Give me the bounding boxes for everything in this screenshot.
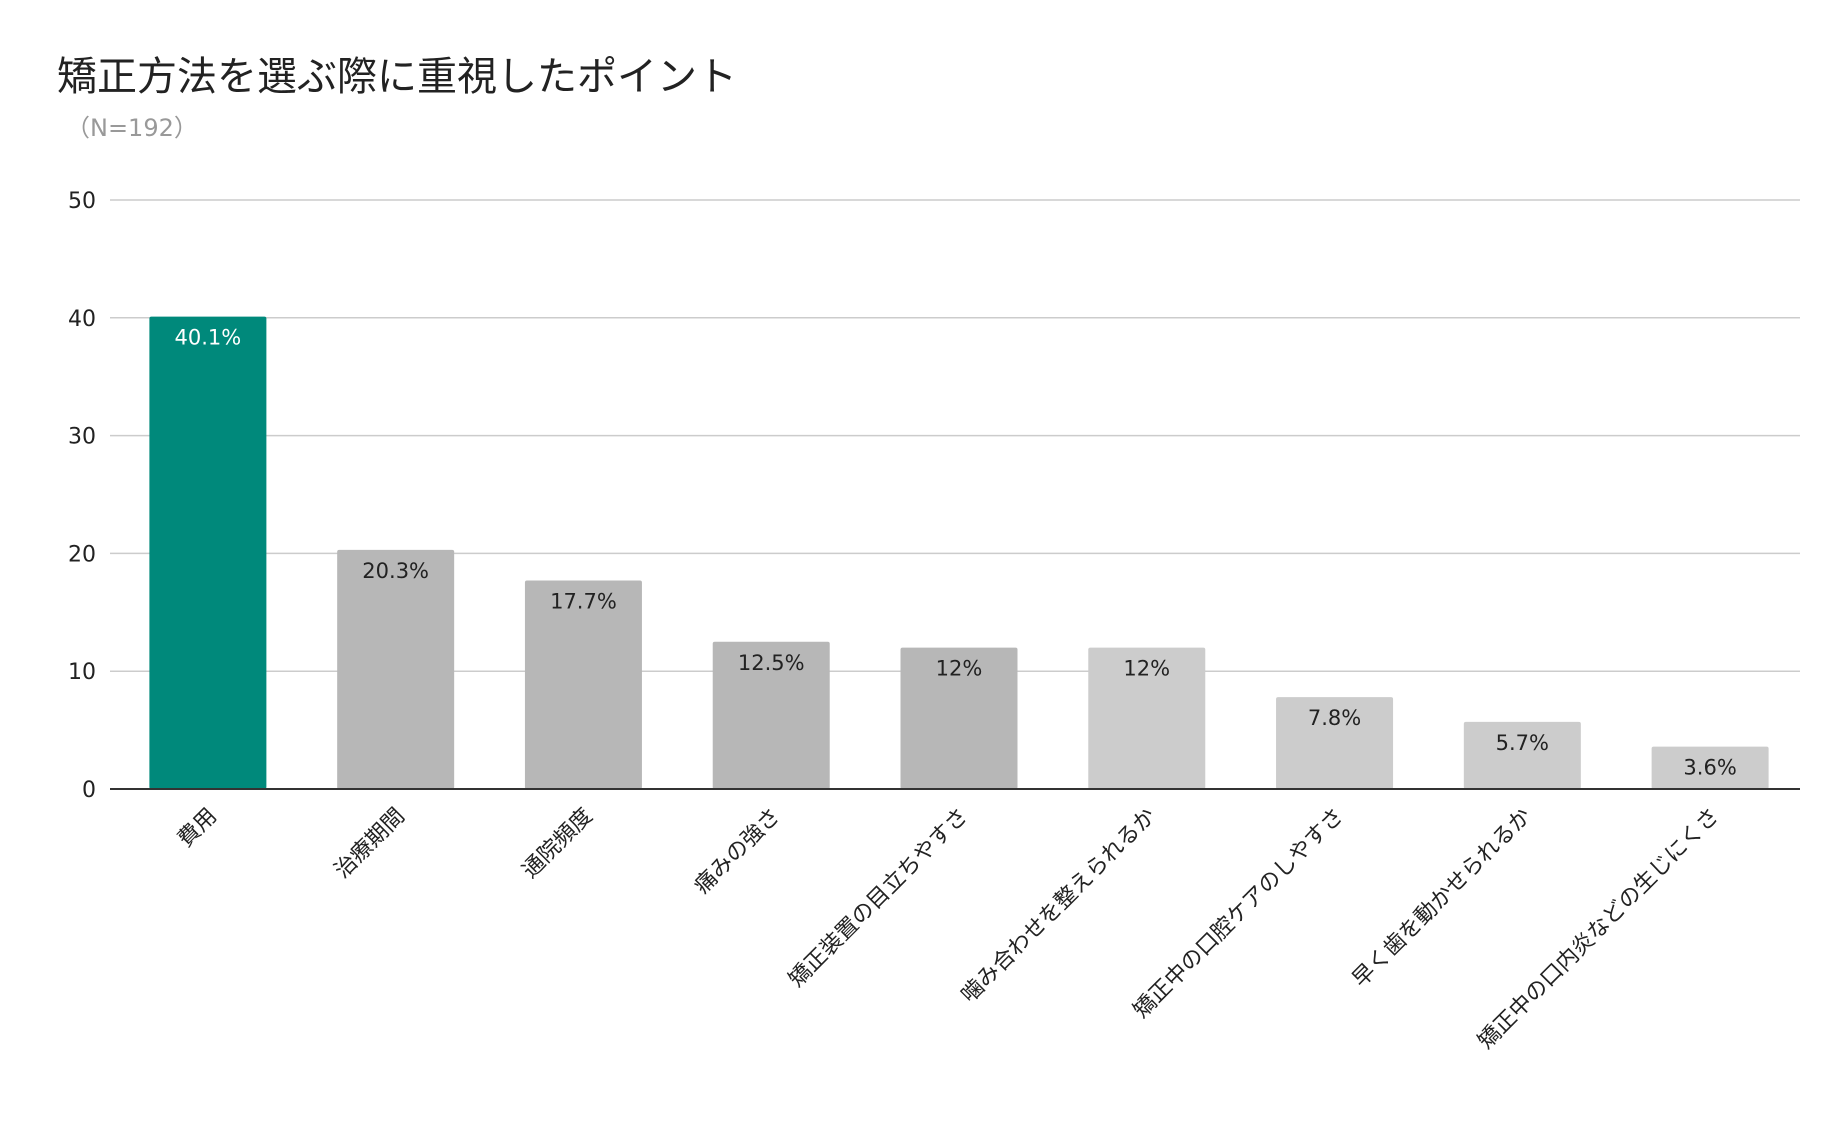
y-tick-label: 20 xyxy=(68,542,96,567)
data-label: 17.7% xyxy=(550,589,617,613)
chart-title: 矯正方法を選ぶ際に重視したポイント xyxy=(57,54,737,100)
chart-subtitle: （N=192） xyxy=(66,114,198,142)
data-label: 5.7% xyxy=(1496,731,1549,755)
x-tick-label: 矯正中の口腔ケアのしやすさ xyxy=(1129,804,1349,1024)
data-label: 40.1% xyxy=(175,326,242,350)
bar xyxy=(900,647,1018,789)
data-label: 20.3% xyxy=(362,559,429,583)
bar xyxy=(1651,746,1769,789)
bar xyxy=(1463,721,1581,789)
x-tick-label: 治療期間 xyxy=(330,804,410,884)
bar xyxy=(337,549,455,789)
bar xyxy=(712,641,830,789)
data-label: 12% xyxy=(1123,657,1170,681)
x-tick-label: 早く歯を動かせられるか xyxy=(1348,804,1537,993)
y-tick-label: 50 xyxy=(68,189,96,214)
data-label: 12.5% xyxy=(738,651,805,675)
bar xyxy=(149,316,267,789)
y-tick-label: 0 xyxy=(82,778,96,803)
bar xyxy=(524,580,642,789)
bar xyxy=(1276,697,1394,789)
x-tick-label: 費用 xyxy=(173,804,222,853)
data-label: 3.6% xyxy=(1683,756,1736,780)
data-label: 7.8% xyxy=(1308,706,1361,730)
x-tick-label: 痛みの強さ xyxy=(690,804,785,899)
x-tick-label: 噛み合わせを整えられるか xyxy=(957,804,1161,1008)
y-tick-label: 40 xyxy=(68,307,96,332)
bar xyxy=(1088,647,1206,789)
y-tick-label: 10 xyxy=(68,660,96,685)
x-tick-label: 通院頻度 xyxy=(518,804,598,884)
y-tick-label: 30 xyxy=(68,425,96,450)
x-tick-label: 矯正装置の目立ちやすさ xyxy=(784,804,973,993)
data-label: 12% xyxy=(936,657,983,681)
